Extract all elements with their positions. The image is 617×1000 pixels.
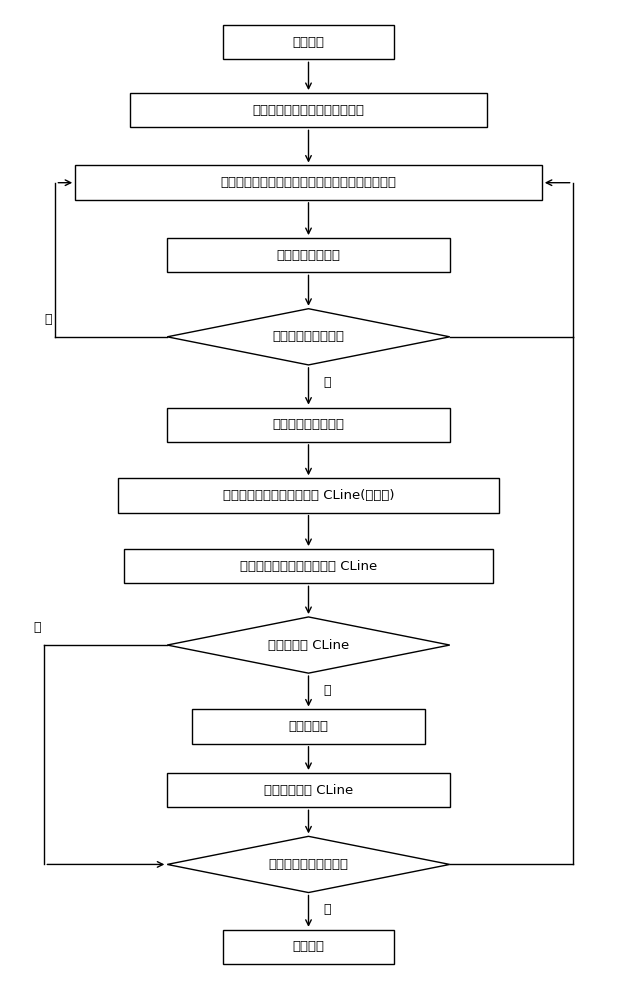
Text: 程序获取设计中所有的器件，逐个对器件进行操作: 程序获取设计中所有的器件，逐个对器件进行操作 [220,176,397,189]
Text: 是: 是 [324,903,331,916]
Text: 高亮该器件: 高亮该器件 [289,720,328,733]
Polygon shape [167,309,450,365]
Text: 程序开始: 程序开始 [292,36,325,49]
Text: 获取该器件的位号: 获取该器件的位号 [276,249,341,262]
Text: 是否抓取到 CLine: 是否抓取到 CLine [268,639,349,652]
Text: 是: 是 [324,376,331,389]
Polygon shape [167,617,450,673]
Text: 位号是否为敏感器件: 位号是否为敏感器件 [273,330,344,343]
FancyBboxPatch shape [130,93,487,127]
Text: 是: 是 [324,684,331,697]
FancyBboxPatch shape [167,773,450,807]
Text: 程序结束: 程序结束 [292,940,325,953]
FancyBboxPatch shape [192,709,425,744]
Polygon shape [167,836,450,893]
FancyBboxPatch shape [124,549,493,583]
Text: 获取该器件布局区域: 获取该器件布局区域 [273,418,344,431]
FancyBboxPatch shape [167,238,450,272]
FancyBboxPatch shape [167,408,450,442]
FancyBboxPatch shape [75,165,542,200]
Text: 抓取该器件布局区域的所有 CLine: 抓取该器件布局区域的所有 CLine [240,560,377,573]
Text: 否: 否 [45,313,52,326]
FancyBboxPatch shape [118,478,499,513]
Text: 是否完成所有器件检查: 是否完成所有器件检查 [268,858,349,871]
FancyBboxPatch shape [223,930,394,964]
Text: 输出者输入敏感器件的位号标识: 输出者输入敏感器件的位号标识 [252,104,365,117]
Text: 高亮抓取到的 CLine: 高亮抓取到的 CLine [264,784,353,797]
Text: 否: 否 [34,621,41,634]
FancyBboxPatch shape [223,25,394,59]
Text: 将抓取过滤器设置为仅抓取 CLine(信号线): 将抓取过滤器设置为仅抓取 CLine(信号线) [223,489,394,502]
